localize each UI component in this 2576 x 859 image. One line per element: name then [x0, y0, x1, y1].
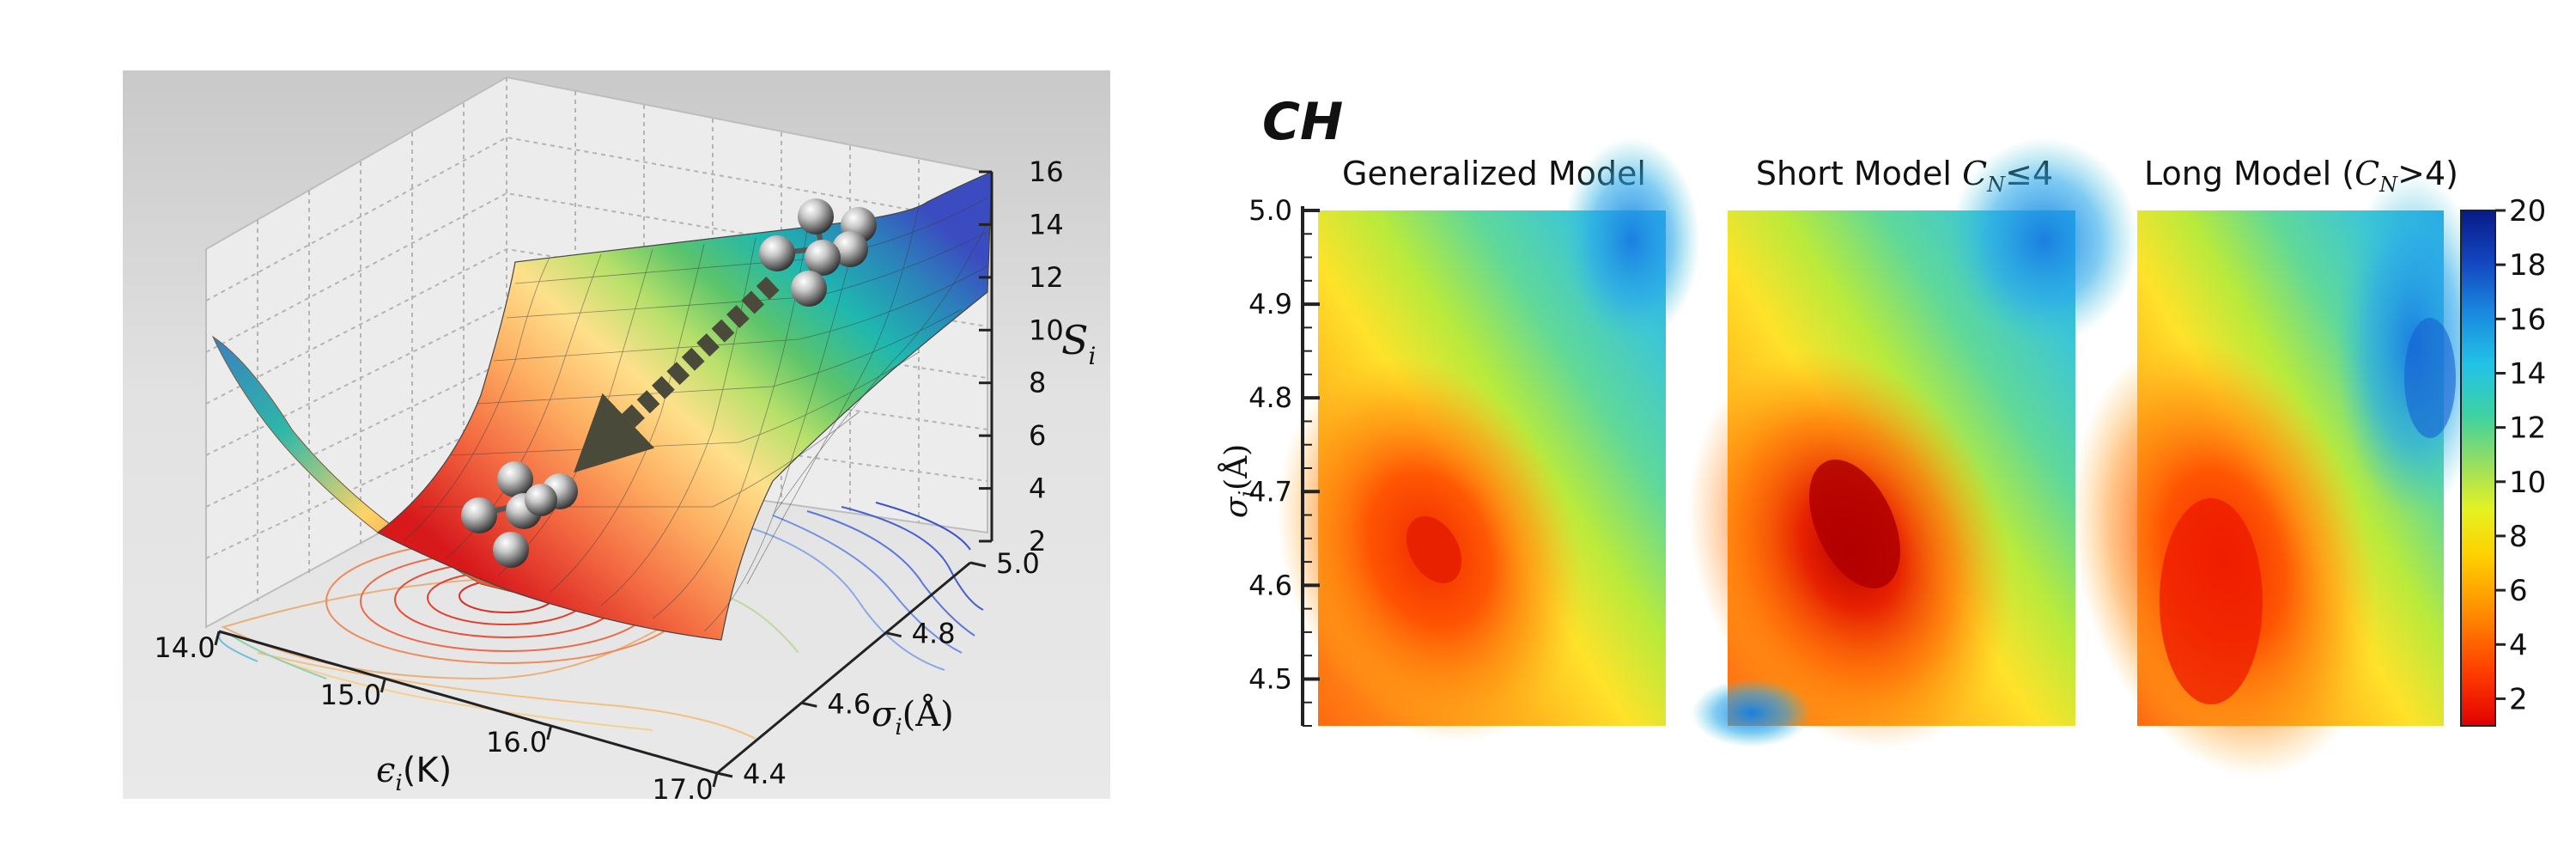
z-tick-label: 10 [1029, 314, 1064, 346]
y-tick-label: 5.0 [996, 547, 1040, 580]
heatmap-y-tick-label: 5.0 [1249, 194, 1292, 227]
heatmap-group: CH Generalized Model Short Model CN≤4 Lo… [1218, 92, 2546, 777]
z-tick-label: 14 [1029, 208, 1064, 241]
heatmap-panel-long [2071, 172, 2490, 777]
x-tick-label: 14.0 [154, 631, 215, 664]
z-tick-label: 4 [1029, 472, 1046, 505]
molecule-cluster-bottom [461, 461, 578, 568]
colorbar [2460, 210, 2496, 727]
x-tick-mark [712, 772, 719, 788]
colorbar-tick-label: 14 [2509, 356, 2546, 391]
colorbar-ticks: 2 4 6 8 10 12 14 16 18 20 [2495, 194, 2546, 716]
colorbar-tick-label: 10 [2509, 466, 2546, 500]
heatmap-y-tick-label: 4.6 [1249, 569, 1292, 601]
x-tick-label: 15.0 [320, 679, 381, 711]
heatmap-y-tick-label: 4.9 [1249, 288, 1292, 320]
y-tick-labels: 4.4 4.6 4.8 5.0 [743, 547, 1040, 790]
colorbar-tick-label: 12 [2509, 411, 2546, 446]
z-tick-label: 2 [1029, 525, 1046, 557]
z-tick-label: 8 [1029, 367, 1046, 399]
y-axis-label: σi(Å) [872, 694, 954, 740]
surface-tick-marks [214, 170, 992, 788]
x-tick-labels: 14.0 15.0 16.0 17.0 [154, 631, 713, 806]
descent-arrow [574, 277, 780, 473]
z-tick-labels: 2 4 6 8 10 12 14 16 [1029, 155, 1064, 557]
molecule-cluster-top [759, 198, 877, 307]
surface-axes [218, 172, 993, 775]
surface-plot: 14.0 15.0 16.0 17.0 4.4 4.6 4.8 5.0 2 4 6 8 10 12 14… [123, 70, 1110, 806]
y-tick-mark [801, 701, 817, 708]
y-tick-label: 4.4 [743, 758, 787, 790]
y-tick-mark [969, 561, 987, 568]
colorbar-tick-label: 20 [2509, 194, 2546, 228]
colorbar-tick-label: 2 [2509, 682, 2528, 716]
heatmap-y-tick-label: 4.5 [1249, 662, 1292, 695]
y-tick-mark [885, 631, 902, 638]
heatmap-panel-short [1687, 137, 2138, 750]
x-tick-mark [380, 678, 386, 693]
z-tick-label: 12 [1029, 261, 1064, 294]
surface-mesh-lines [403, 197, 988, 632]
colorbar-tick-label: 16 [2509, 302, 2546, 337]
x-tick-mark [546, 725, 553, 740]
heatmap-y-tick-label: 4.7 [1249, 475, 1292, 508]
heatmap-y-tick-label: 4.8 [1249, 381, 1292, 414]
y-tick-label: 4.8 [912, 618, 956, 650]
y-axis-line [716, 561, 971, 775]
group-title: CH [1262, 92, 1343, 152]
heatmap-y-ticks: 4.5 4.6 4.7 4.8 4.9 5.0 [1249, 194, 1320, 727]
y-tick-mark [716, 771, 733, 778]
heatmap-panel-generalized [1276, 137, 1700, 742]
z-axis-label: Si [1061, 317, 1096, 370]
x-tick-label: 16.0 [486, 726, 547, 758]
x-axis-line [218, 630, 718, 775]
colorbar-tick-label: 18 [2509, 248, 2546, 283]
colorbar-tick-label: 8 [2509, 520, 2528, 554]
heatmap-y-label: σi(Å) [1218, 444, 1259, 518]
z-tick-label: 16 [1029, 155, 1064, 188]
x-tick-mark [214, 631, 221, 646]
panel-title-long: Long Model (CN>4) [2144, 155, 2458, 197]
y-tick-label: 4.6 [827, 687, 871, 720]
x-axis-label: ϵi(K) [376, 751, 452, 796]
colorbar-tick-label: 4 [2509, 628, 2528, 662]
x-tick-label: 17.0 [652, 773, 713, 806]
z-tick-label: 6 [1029, 419, 1046, 452]
colorbar-tick-label: 6 [2509, 574, 2528, 608]
